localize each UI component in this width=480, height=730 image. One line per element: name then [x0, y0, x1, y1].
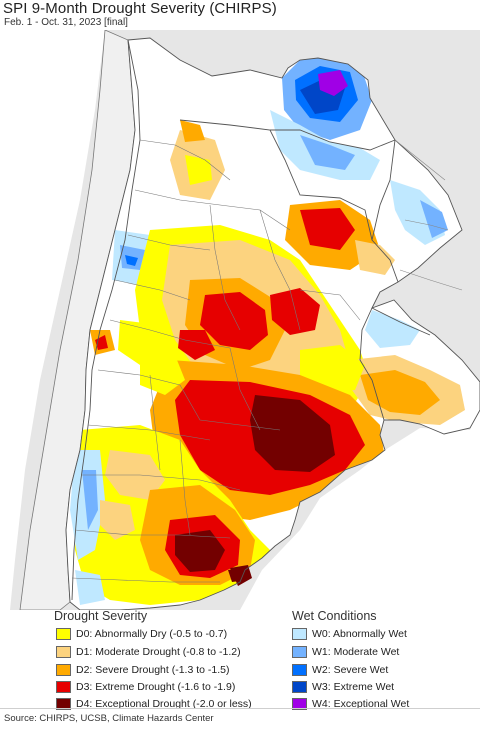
- legend-swatch: [292, 664, 307, 676]
- legend-swatch: [56, 698, 71, 710]
- footer-divider: [0, 708, 480, 709]
- legend-item-d0: D0: Abnormally Dry (-0.5 to -0.7): [56, 627, 227, 641]
- legend-label: W4: Exceptional Wet: [312, 698, 410, 710]
- legend-swatch: [56, 681, 71, 693]
- legend-item-d2: D2: Severe Drought (-1.3 to -1.5): [56, 663, 230, 677]
- legend-swatch: [56, 664, 71, 676]
- legend-item-d4: D4: Exceptional Drought (-2.0 or less): [56, 697, 252, 711]
- legend-label: D0: Abnormally Dry (-0.5 to -0.7): [76, 628, 228, 640]
- legend-swatch: [292, 681, 307, 693]
- legend-item-w0: W0: Abnormally Wet: [292, 627, 407, 641]
- legend-swatch: [292, 646, 307, 658]
- legend-label: D3: Extreme Drought (-1.6 to -1.9): [76, 681, 236, 693]
- legend-swatch: [56, 646, 71, 658]
- legend-label: D1: Moderate Drought (-0.8 to -1.2): [76, 646, 241, 658]
- drought-map: [0, 30, 480, 610]
- map-subtitle: Feb. 1 - Oct. 31, 2023 [final]: [4, 17, 128, 28]
- legend-label: W0: Abnormally Wet: [312, 628, 407, 640]
- legend-item-w2: W2: Severe Wet: [292, 663, 388, 677]
- map-title: SPI 9-Month Drought Severity (CHIRPS): [3, 0, 277, 17]
- legend-swatch: [292, 698, 307, 710]
- legend-label: W2: Severe Wet: [312, 664, 389, 676]
- drought-legend-title: Drought Severity: [54, 609, 148, 623]
- legend-item-w3: W3: Extreme Wet: [292, 680, 394, 694]
- legend-label: D2: Severe Drought (-1.3 to -1.5): [76, 664, 230, 676]
- source-credit: Source: CHIRPS, UCSB, Climate Hazards Ce…: [4, 713, 214, 724]
- legend-item-w1: W1: Moderate Wet: [292, 645, 399, 659]
- legend-label: W3: Extreme Wet: [312, 681, 395, 693]
- legend-item-w4: W4: Exceptional Wet: [292, 697, 409, 711]
- legend-swatch: [56, 628, 71, 640]
- legend-label: D4: Exceptional Drought (-2.0 or less): [76, 698, 252, 710]
- legend-swatch: [292, 628, 307, 640]
- legend-item-d3: D3: Extreme Drought (-1.6 to -1.9): [56, 680, 235, 694]
- legend-item-d1: D1: Moderate Drought (-0.8 to -1.2): [56, 645, 241, 659]
- wet-legend-title: Wet Conditions: [292, 609, 377, 623]
- legend-label: W1: Moderate Wet: [312, 646, 400, 658]
